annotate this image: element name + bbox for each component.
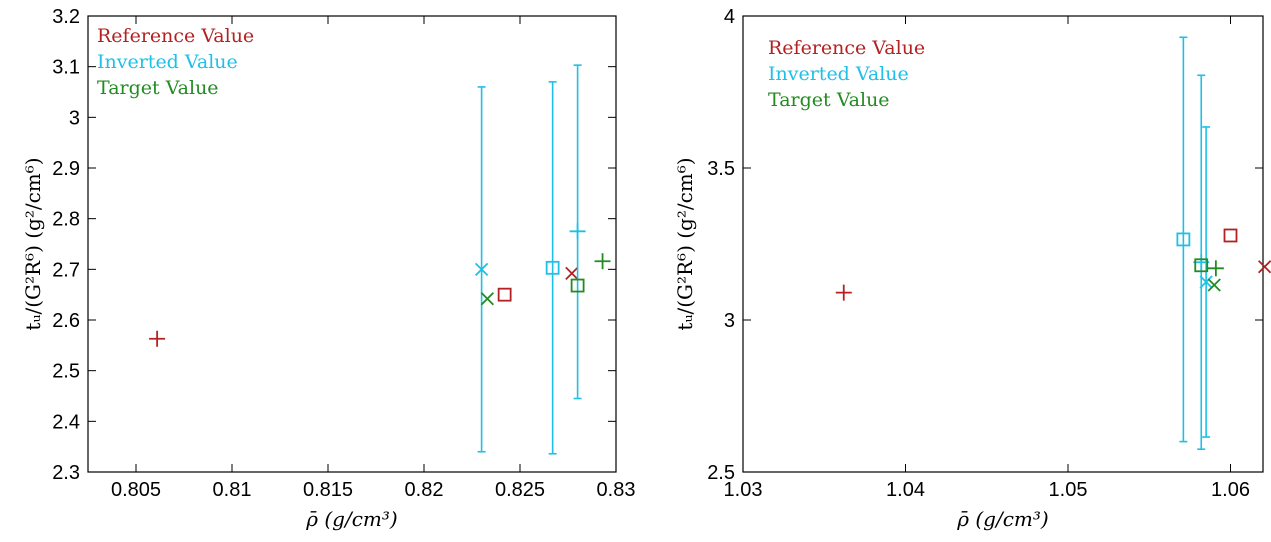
y-tick-label: 3: [69, 107, 80, 129]
square-marker: [545, 260, 560, 275]
data-point-inverted-value-plus: [569, 64, 586, 400]
y-axis-label: tᵤ/(G²R⁶) (g²/cm⁶): [673, 157, 697, 330]
square-marker: [1223, 228, 1238, 243]
data-point-inverted-value-cross: [1199, 126, 1213, 438]
data-point-reference-value-cross: [1257, 260, 1271, 274]
y-tick-label: 3.2: [52, 6, 80, 28]
data-point-target-value-plus: [1207, 260, 1224, 277]
x-axis-label: ρ̄ (g/cm³): [956, 507, 1048, 531]
data-point-reference-value-cross: [565, 266, 579, 281]
x-tick-label: 0.81: [213, 479, 252, 501]
square-marker: [1176, 232, 1191, 247]
x-tick-label: 0.815: [303, 479, 353, 501]
square-marker: [570, 278, 585, 293]
x-tick-label: 0.83: [597, 479, 636, 501]
y-tick-label: 2.5: [707, 462, 735, 484]
legend-entry: Reference Value: [768, 37, 925, 59]
data-point-reference-value-plus: [835, 284, 852, 301]
x-axis-label: ρ̄ (g/cm³): [305, 507, 397, 531]
cross-marker: [474, 262, 489, 276]
square-marker: [497, 287, 512, 302]
data-point-reference-value-square: [497, 287, 512, 302]
x-tick-label: 1.03: [724, 479, 763, 501]
data-point-target-value-square: [570, 278, 585, 293]
y-axis-label: tᵤ/(G²R⁶) (g²/cm⁶): [21, 157, 45, 330]
plot-area: [742, 15, 1264, 473]
data-point-target-value-cross: [1207, 278, 1221, 292]
y-tick-label: 2.6: [52, 310, 80, 332]
data-point-inverted-value-square: [1176, 36, 1191, 443]
legend-entry: Target Value: [768, 89, 890, 111]
cross-marker: [1199, 275, 1213, 289]
y-tick-label: 3: [724, 310, 735, 332]
data-point-target-value-cross: [480, 292, 494, 306]
data-point-reference-value-plus: [149, 330, 166, 347]
cross-marker: [1207, 278, 1221, 292]
y-tick-label: 3.1: [52, 57, 80, 79]
legend-entry: Inverted Value: [768, 63, 909, 85]
legend: Reference Value Inverted Value Target Valu…: [97, 25, 254, 99]
cross-marker: [1257, 260, 1271, 274]
y-tick-label: 2.7: [52, 259, 80, 281]
data-point-reference-value-square: [1223, 228, 1238, 243]
chart-panel-1: 0.805 0.81 0.815 0.82 0.825 0.83 2.3 2.4 2.5 2.6 2…: [21, 6, 635, 531]
data-point-target-value-plus: [594, 253, 611, 270]
data-point-target-value-square: [1194, 258, 1209, 273]
y-tick-label: 2.4: [52, 411, 80, 433]
x-tick-label: 0.805: [111, 479, 161, 501]
data-point-inverted-value-cross: [474, 86, 489, 453]
data-point-inverted-value-square: [545, 81, 560, 455]
y-tick-label: 2.8: [52, 209, 80, 231]
legend-entry: Target Value: [97, 77, 219, 99]
x-tick-label: 0.825: [495, 479, 545, 501]
legend: Reference Value Inverted Value Target Valu…: [768, 37, 925, 111]
legend-entry: Reference Value: [97, 25, 254, 47]
x-tick-label: 1.05: [1049, 479, 1088, 501]
chart-panel-2: 1.03 1.04 1.05 1.06 2.5 3 3.5 4 ρ̄ (g/cm³) tᵤ/(G²…: [673, 6, 1271, 531]
cross-marker: [480, 292, 494, 306]
y-tick-label: 3.5: [707, 158, 735, 180]
cross-marker: [565, 266, 579, 281]
x-tick-label: 0.82: [405, 479, 444, 501]
plot-area: [87, 15, 617, 473]
square-marker: [1194, 258, 1209, 273]
y-tick-label: 4: [724, 6, 735, 28]
y-tick-label: 2.3: [52, 462, 80, 484]
x-tick-label: 1.04: [886, 479, 925, 501]
legend-entry: Inverted Value: [97, 51, 238, 73]
y-tick-label: 2.9: [52, 158, 80, 180]
x-tick-label: 1.06: [1211, 479, 1250, 501]
y-tick-label: 2.5: [52, 361, 80, 383]
